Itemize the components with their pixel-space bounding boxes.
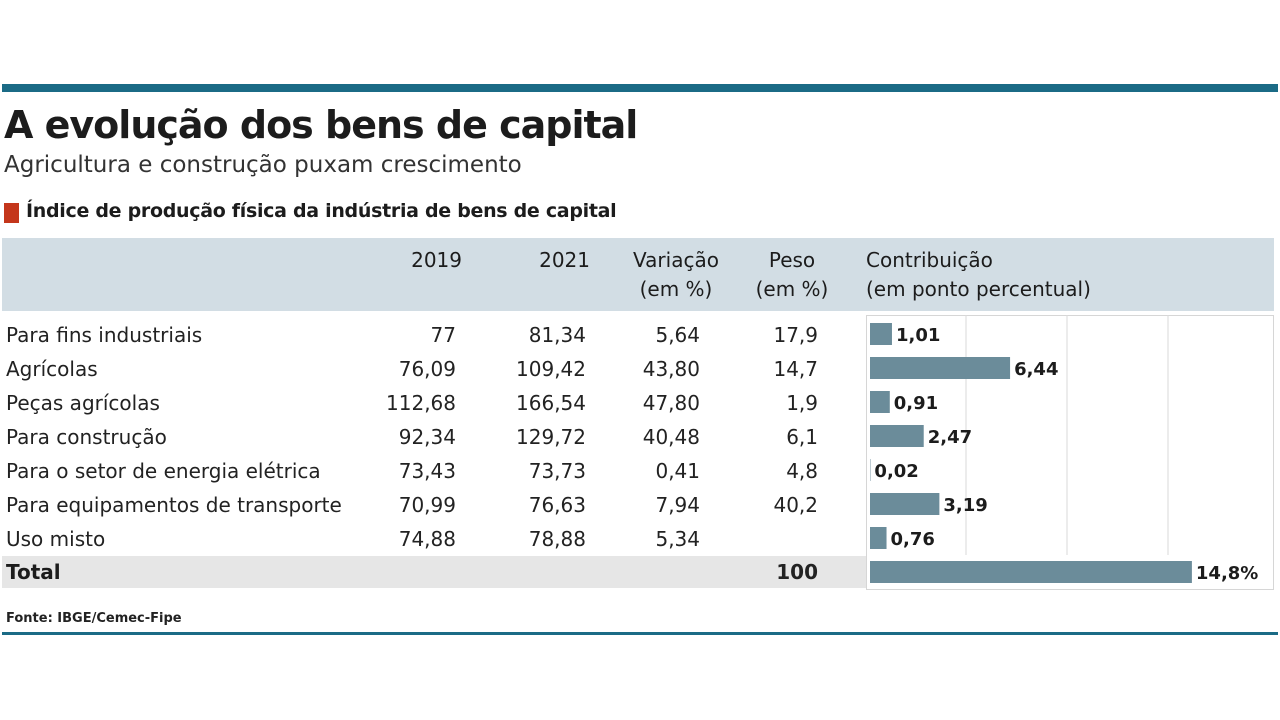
contribution-bar — [870, 493, 940, 515]
section-marker — [4, 203, 19, 223]
total-peso: 100 — [776, 560, 818, 584]
contribution-bar — [870, 391, 890, 413]
row-label: Uso misto — [6, 527, 106, 551]
contribution-value-label: 2,47 — [928, 427, 972, 448]
contribution-value-label: 6,44 — [1014, 359, 1058, 380]
col-header-2019: 2019 — [411, 248, 462, 272]
section-title: Índice de produção física da indústria d… — [26, 200, 617, 222]
page-subtitle: Agricultura e construção puxam crescimen… — [4, 152, 522, 178]
cell-2019: 73,43 — [398, 459, 456, 483]
table-header-band — [2, 238, 1274, 311]
cell-peso: 17,9 — [773, 323, 818, 347]
row-label: Para fins industriais — [6, 323, 203, 347]
cell-peso: 6,1 — [786, 425, 818, 449]
col-header-peso-line2: (em %) — [755, 277, 829, 301]
col-header-contribuicao-line1: Contribuição — [866, 248, 993, 272]
cell-2021: 166,54 — [516, 391, 586, 415]
contribution-bar — [870, 425, 924, 447]
cell-peso: 4,8 — [786, 459, 818, 483]
col-header-contribuicao-line2: (em ponto percentual) — [866, 277, 1091, 301]
cell-2019: 92,34 — [398, 425, 456, 449]
contribution-value-label: 3,19 — [943, 495, 987, 516]
cell-variacao: 0,41 — [655, 459, 700, 483]
col-header-2021: 2021 — [539, 248, 590, 272]
contribution-bar-chart: 1,01 6,44 0,91 2,47 0,02 3,19 0,76 14,8% — [870, 315, 1258, 584]
cell-2021: 78,88 — [528, 527, 586, 551]
row-label: Peças agrícolas — [6, 391, 160, 415]
col-header-contribuicao: Contribuição (em ponto percentual) — [866, 246, 1091, 304]
page-title: A evolução dos bens de capital — [4, 103, 638, 147]
row-label: Agrícolas — [6, 357, 98, 381]
contribution-value-label: 14,8% — [1196, 563, 1258, 584]
col-header-variacao: Variação (em %) — [616, 246, 736, 304]
cell-2021: 81,34 — [528, 323, 586, 347]
top-rule — [2, 84, 1278, 92]
bottom-rule — [2, 632, 1278, 635]
cell-peso: 14,7 — [773, 357, 818, 381]
cell-2019: 70,99 — [398, 493, 456, 517]
cell-peso: 40,2 — [773, 493, 818, 517]
cell-variacao: 5,64 — [655, 323, 700, 347]
cell-2021: 109,42 — [516, 357, 586, 381]
cell-peso: 1,9 — [786, 391, 818, 415]
cell-variacao: 40,48 — [642, 425, 700, 449]
col-header-peso-line1: Peso — [768, 248, 816, 272]
contribution-value-label: 1,01 — [896, 325, 940, 346]
contribution-bar — [870, 527, 887, 549]
cell-variacao: 43,80 — [642, 357, 700, 381]
cell-variacao: 7,94 — [655, 493, 700, 517]
contribution-value-label: 0,02 — [874, 461, 918, 482]
source-note: Fonte: IBGE/Cemec-Fipe — [6, 611, 182, 626]
contribution-bar — [870, 357, 1011, 379]
contribution-bar — [870, 561, 1192, 583]
row-label: Para construção — [6, 425, 167, 449]
cell-2019: 74,88 — [398, 527, 456, 551]
cell-2019: 77 — [430, 323, 456, 347]
row-label: Para equipamentos de transporte — [6, 493, 342, 517]
cell-variacao: 5,34 — [655, 527, 700, 551]
cell-2019: 112,68 — [386, 391, 456, 415]
col-header-variacao-line2: (em %) — [639, 277, 713, 301]
total-label: Total — [6, 560, 61, 584]
row-label: Para o setor de energia elétrica — [6, 459, 321, 483]
cell-variacao: 47,80 — [642, 391, 700, 415]
contribution-value-label: 0,91 — [894, 393, 938, 414]
contribution-value-label: 0,76 — [891, 529, 935, 550]
cell-2019: 76,09 — [398, 357, 456, 381]
col-header-peso: Peso (em %) — [742, 246, 842, 304]
cell-2021: 76,63 — [528, 493, 586, 517]
col-header-variacao-line1: Variação — [633, 248, 719, 272]
contribution-bar — [870, 323, 892, 345]
cell-2021: 73,73 — [528, 459, 586, 483]
cell-2021: 129,72 — [516, 425, 586, 449]
